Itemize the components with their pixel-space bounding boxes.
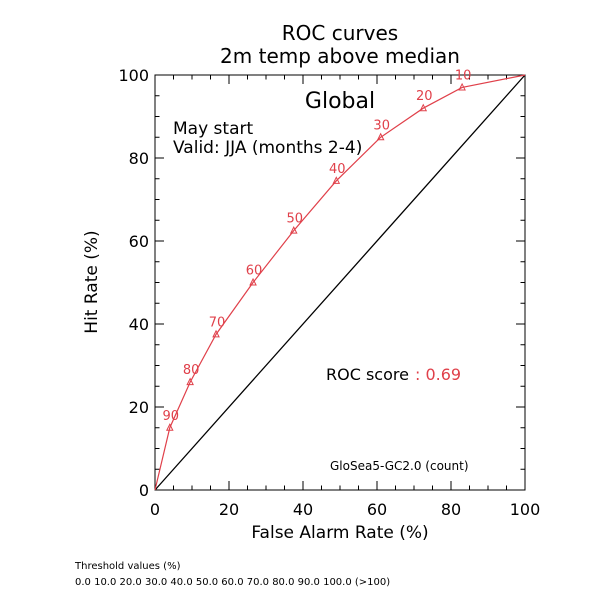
x-tick-labels: 0 20 40 60 80 100 (150, 500, 540, 519)
x-tick-label: 0 (150, 500, 160, 519)
roc-point-marker (458, 82, 466, 91)
roc-curve (154, 74, 526, 491)
roc-point-marker (165, 423, 174, 431)
y-tick-label: 100 (118, 66, 149, 85)
no-skill-line (154, 74, 526, 491)
chart-title: ROC curves (282, 21, 398, 45)
threshold-label: 90 (163, 409, 180, 424)
valid-label: Valid: JJA (months 2-4) (173, 138, 362, 158)
threshold-labels: 90 80 70 60 50 40 30 20 10 (163, 68, 472, 423)
threshold-label: 60 (246, 264, 263, 279)
threshold-label: 50 (286, 212, 303, 227)
y-tick-label: 60 (129, 232, 149, 251)
x-tick-label: 100 (510, 500, 541, 519)
start-label: May start (173, 119, 253, 139)
roc-point-marker (289, 226, 298, 234)
threshold-label: 70 (209, 315, 226, 330)
roc-point-marker (376, 132, 385, 141)
roc-point-marker (332, 176, 341, 184)
y-tick-label: 0 (139, 481, 149, 500)
threshold-label: 20 (416, 89, 433, 104)
y-tick-label: 80 (129, 149, 149, 168)
roc-score-value: : 0.69 (415, 365, 461, 384)
x-tick-label: 40 (293, 500, 313, 519)
y-tick-labels: 0 20 40 60 80 100 (118, 66, 149, 500)
roc-point-marker (212, 329, 220, 338)
roc-score-label: ROC score : 0.69 (326, 365, 461, 384)
model-label: GloSea5-GC2.0 (count) (330, 459, 469, 473)
threshold-values: 0.0 10.0 20.0 30.0 40.0 50.0 60.0 70.0 8… (75, 577, 391, 588)
x-tick-label: 60 (367, 500, 387, 519)
threshold-label: 10 (455, 68, 472, 83)
y-tick-label: 40 (129, 315, 149, 334)
roc-point-marker (419, 103, 428, 112)
axis-ticks (154, 74, 526, 491)
threshold-label: 80 (183, 363, 200, 378)
roc-point-marker (186, 377, 194, 386)
y-axis-label: Hit Rate (%) (82, 230, 102, 333)
threshold-label: 40 (329, 162, 346, 177)
x-tick-label: 20 (219, 500, 239, 519)
region-label: Global (305, 89, 375, 114)
chart-subtitle: 2m temp above median (220, 44, 460, 68)
roc-point-marker (249, 277, 257, 286)
x-tick-label: 80 (441, 500, 461, 519)
threshold-label: 30 (373, 118, 390, 133)
y-tick-label: 20 (129, 398, 149, 417)
roc-score-text: ROC score (326, 365, 409, 384)
roc-markers (165, 82, 466, 431)
x-axis-label: False Alarm Rate (%) (251, 523, 428, 543)
threshold-title: Threshold values (%) (75, 561, 181, 572)
